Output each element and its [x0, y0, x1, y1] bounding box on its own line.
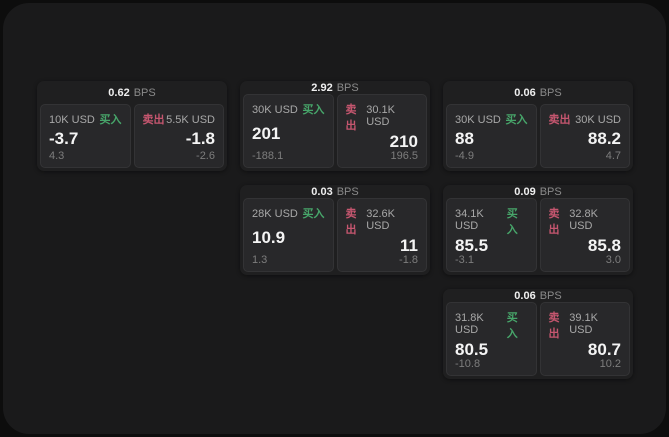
sell-quote-tile[interactable]: 卖出 39.1K USD 80.7 10.2	[539, 302, 630, 376]
spread-unit: BPS	[336, 81, 359, 94]
buy-button[interactable]: 买入	[302, 104, 325, 116]
spread-value: 0.06	[514, 289, 536, 302]
spread-value: 2.92	[311, 81, 333, 94]
sell-button[interactable]: 卖出	[548, 208, 560, 236]
sell-size-label: 32.8K USD	[569, 208, 598, 232]
sell-sub-value: -2.6	[196, 150, 215, 162]
quote-body: 31.8K USD 买入 80.5 -10.8 卖出 39.1K USD 80.…	[443, 302, 633, 379]
buy-button[interactable]: 买入	[302, 208, 325, 220]
buy-button[interactable]: 买入	[99, 114, 122, 126]
spread-value: 0.06	[514, 86, 536, 99]
spread-value: 0.09	[514, 185, 536, 198]
sell-price: 88.2	[587, 129, 621, 148]
sell-price: 210	[389, 132, 418, 151]
buy-size-label: 30K USD	[252, 104, 298, 116]
sell-price: -1.8	[185, 129, 215, 148]
buy-size-label: 30K USD	[455, 114, 501, 126]
buy-size-label: 28K USD	[252, 208, 298, 220]
spread-header: 0.06 BPS	[443, 289, 633, 302]
buy-sub-value: -3.1	[455, 254, 474, 266]
spread-unit: BPS	[336, 185, 359, 198]
buy-button[interactable]: 买入	[505, 114, 528, 126]
sell-price: 80.7	[587, 340, 621, 359]
buy-size-label: 34.1K USD	[455, 208, 484, 232]
sell-price: 85.8	[587, 236, 621, 255]
sell-quote-tile[interactable]: 卖出 5.5K USD -1.8 -2.6	[133, 104, 224, 168]
spread-header: 2.92 BPS	[240, 81, 430, 94]
buy-size-label: 31.8K USD	[455, 312, 484, 336]
sell-size-label: 39.1K USD	[569, 312, 598, 336]
quote-card: 0.62 BPS 10K USD 买入 -3.7 4.3 卖出 5.5K USD	[37, 81, 227, 171]
buy-quote-tile[interactable]: 34.1K USD 买入 85.5 -3.1	[446, 198, 537, 272]
spread-value: 0.62	[108, 86, 130, 99]
sell-size-label: 5.5K USD	[166, 114, 215, 126]
buy-price: 10.9	[252, 228, 286, 247]
buy-button[interactable]: 买入	[506, 208, 518, 236]
buy-quote-tile[interactable]: 30K USD 买入 201 -188.1	[243, 94, 334, 168]
sell-quote-tile[interactable]: 卖出 32.8K USD 85.8 3.0	[539, 198, 630, 272]
spread-unit: BPS	[539, 289, 562, 302]
quote-body: 30K USD 买入 88 -4.9 卖出 30K USD 88.2 4.7	[443, 104, 633, 171]
sell-sub-value: 3.0	[605, 254, 621, 266]
sell-button[interactable]: 卖出	[345, 208, 357, 236]
spread-header: 0.03 BPS	[240, 185, 430, 198]
buy-quote-tile[interactable]: 28K USD 买入 10.9 1.3	[243, 198, 334, 272]
buy-sub-value: 4.3	[49, 150, 65, 162]
sell-size-label: 30K USD	[575, 114, 621, 126]
quote-body: 34.1K USD 买入 85.5 -3.1 卖出 32.8K USD 85.8…	[443, 198, 633, 275]
buy-sub-value: -10.8	[455, 358, 481, 370]
buy-quote-tile[interactable]: 30K USD 买入 88 -4.9	[446, 104, 537, 168]
quote-body: 30K USD 买入 201 -188.1 卖出 30.1K USD 210 1…	[240, 94, 430, 171]
sell-button[interactable]: 卖出	[345, 104, 357, 132]
buy-sub-value: -188.1	[252, 150, 284, 162]
spread-unit: BPS	[539, 185, 562, 198]
sell-button[interactable]: 卖出	[142, 114, 165, 126]
spread-header: 0.06 BPS	[443, 81, 633, 104]
buy-button[interactable]: 买入	[506, 312, 518, 340]
sell-button[interactable]: 卖出	[548, 312, 560, 340]
sell-sub-value: 4.7	[605, 150, 621, 162]
buy-price: -3.7	[49, 129, 79, 148]
buy-sub-value: -4.9	[455, 150, 474, 162]
spread-value: 0.03	[311, 185, 333, 198]
quote-card: 2.92 BPS 30K USD 买入 201 -188.1 卖出 30.1K …	[240, 81, 430, 171]
sell-quote-tile[interactable]: 卖出 30.1K USD 210 196.5	[336, 94, 427, 168]
buy-price: 88	[455, 129, 474, 148]
sell-price: 11	[400, 236, 418, 255]
quote-card: 0.06 BPS 30K USD 买入 88 -4.9 卖出 30K USD	[443, 81, 633, 171]
sell-sub-value: 196.5	[390, 150, 418, 162]
quote-body: 28K USD 买入 10.9 1.3 卖出 32.6K USD 11 -1.8	[240, 198, 430, 275]
quote-card: 0.06 BPS 31.8K USD 买入 80.5 -10.8 卖出 39.1…	[443, 289, 633, 379]
main-panel: 0.62 BPS 10K USD 买入 -3.7 4.3 卖出 5.5K USD	[3, 3, 666, 434]
buy-quote-tile[interactable]: 10K USD 买入 -3.7 4.3	[40, 104, 131, 168]
sell-quote-tile[interactable]: 卖出 30K USD 88.2 4.7	[539, 104, 630, 168]
buy-price: 201	[252, 124, 281, 143]
buy-size-label: 10K USD	[49, 114, 95, 126]
sell-size-label: 30.1K USD	[366, 104, 395, 128]
quote-card: 0.09 BPS 34.1K USD 买入 85.5 -3.1 卖出 32.8K…	[443, 185, 633, 275]
spread-unit: BPS	[133, 86, 156, 99]
buy-price: 85.5	[455, 236, 489, 255]
spread-unit: BPS	[539, 86, 562, 99]
sell-size-label: 32.6K USD	[366, 208, 395, 232]
sell-sub-value: 10.2	[599, 358, 621, 370]
quote-card-grid: 0.62 BPS 10K USD 买入 -3.7 4.3 卖出 5.5K USD	[37, 81, 633, 379]
quote-body: 10K USD 买入 -3.7 4.3 卖出 5.5K USD -1.8 -2.…	[37, 104, 227, 171]
buy-quote-tile[interactable]: 31.8K USD 买入 80.5 -10.8	[446, 302, 537, 376]
sell-button[interactable]: 卖出	[548, 114, 571, 126]
quote-card: 0.03 BPS 28K USD 买入 10.9 1.3 卖出 32.6K US…	[240, 185, 430, 275]
buy-sub-value: 1.3	[252, 254, 268, 266]
sell-sub-value: -1.8	[399, 254, 418, 266]
spread-header: 0.09 BPS	[443, 185, 633, 198]
spread-header: 0.62 BPS	[37, 81, 227, 104]
buy-price: 80.5	[455, 340, 489, 359]
sell-quote-tile[interactable]: 卖出 32.6K USD 11 -1.8	[336, 198, 427, 272]
